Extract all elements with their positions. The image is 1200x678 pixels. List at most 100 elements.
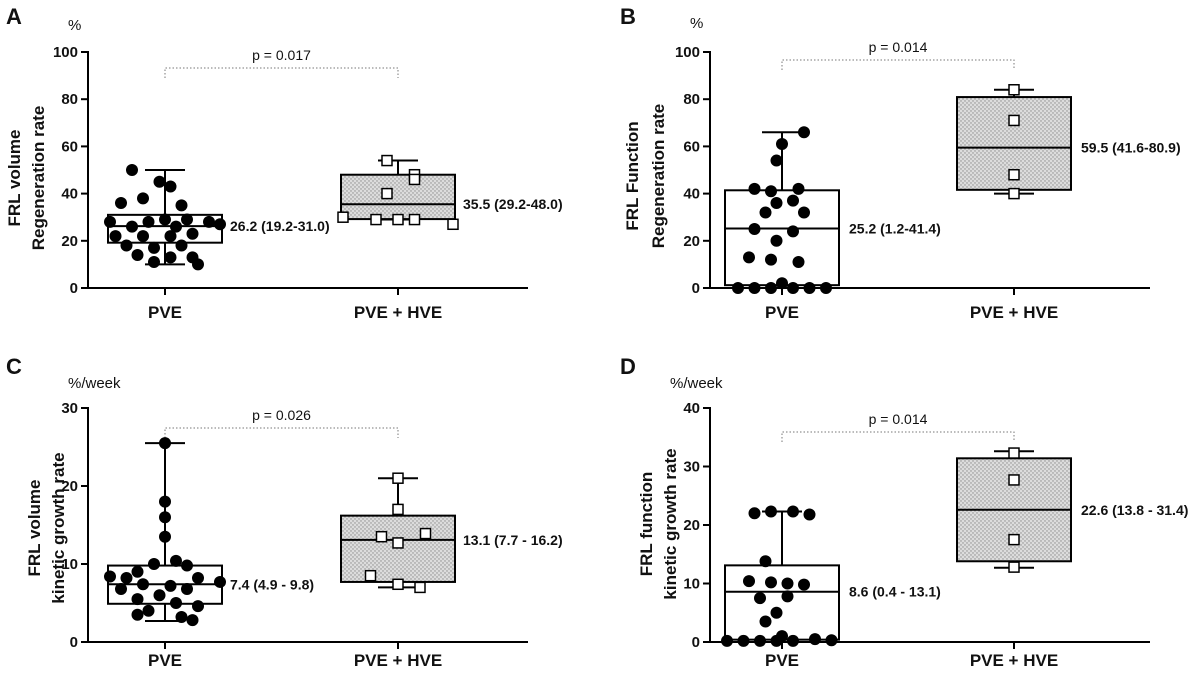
data-point: [148, 241, 160, 254]
data-point: [164, 230, 177, 243]
data-point: [203, 215, 215, 228]
y-tick-label: 10: [61, 556, 78, 573]
data-point: [159, 495, 171, 508]
data-point: [765, 576, 777, 589]
x-category-label: PVE: [765, 303, 799, 322]
y-tick-label: 0: [692, 634, 700, 651]
y-tick-label: 80: [683, 91, 700, 108]
data-point: [759, 615, 772, 628]
data-point: [1008, 168, 1020, 181]
data-point: [192, 258, 204, 271]
data-point: [743, 575, 755, 588]
data-point: [787, 634, 799, 647]
data-point: [148, 558, 160, 570]
panel-letter: B: [620, 4, 636, 29]
data-point: [787, 225, 799, 238]
data-point: [721, 634, 733, 647]
data-point: [737, 634, 750, 647]
significance-bracket: [781, 431, 1015, 442]
data-point: [414, 581, 426, 594]
data-point: [820, 282, 832, 294]
data-point: [754, 634, 766, 647]
median-iqr-annotation: 26.2 (19.2-31.0): [230, 218, 330, 234]
y-tick-label: 80: [61, 91, 78, 108]
median-iqr-annotation: 59.5 (41.6-80.9): [1081, 140, 1181, 156]
iqr-box: [724, 564, 840, 641]
y-tick-label: 10: [683, 576, 700, 593]
data-point: [109, 230, 122, 243]
median-iqr-annotation: 35.5 (29.2-48.0): [463, 196, 563, 212]
data-point: [115, 197, 127, 210]
data-point: [131, 565, 144, 578]
data-point: [131, 608, 144, 621]
data-point: [126, 220, 138, 233]
y-tick-label: 0: [70, 634, 78, 651]
significance-bracket: [164, 427, 399, 438]
data-point: [164, 579, 177, 592]
median-iqr-annotation: 25.2 (1.2-41.4): [849, 221, 941, 237]
data-point: [214, 218, 226, 231]
data-point: [792, 256, 805, 269]
data-point: [175, 199, 188, 212]
significance-bracket: [781, 59, 1015, 70]
p-value-label: p = 0.026: [252, 407, 311, 423]
data-point: [175, 611, 188, 624]
y-tick-label: 20: [683, 233, 700, 250]
data-point: [1008, 187, 1020, 200]
panel-letter: D: [620, 354, 636, 379]
data-point: [104, 570, 116, 583]
y-axis-label-line-2: kinetic growth rate: [49, 452, 68, 603]
data-point: [770, 634, 783, 647]
y-tick-label: 100: [675, 44, 700, 61]
data-point: [408, 173, 421, 186]
data-point: [765, 505, 777, 518]
box-group-pve-hve: 35.5 (29.2-48.0): [337, 154, 563, 231]
data-point: [120, 239, 133, 252]
data-point: [392, 578, 404, 591]
data-point: [159, 511, 171, 524]
data-point: [186, 614, 199, 627]
data-point: [337, 211, 349, 223]
data-point: [1008, 533, 1020, 546]
data-point: [732, 282, 744, 294]
data-point: [170, 554, 182, 567]
data-point: [1008, 84, 1020, 96]
y-tick-label: 60: [683, 138, 700, 155]
data-point: [181, 559, 193, 572]
data-point: [787, 194, 799, 207]
data-point: [447, 218, 459, 231]
data-point: [159, 530, 171, 543]
data-point: [419, 527, 432, 540]
data-point: [787, 282, 799, 294]
panel-letter: C: [6, 354, 22, 379]
data-point: [776, 277, 788, 290]
data-point: [137, 230, 149, 243]
y-tick-label: 0: [692, 280, 700, 297]
p-value-label: p = 0.017: [252, 47, 311, 63]
data-point: [164, 180, 177, 193]
x-category-label: PVE + HVE: [354, 303, 442, 322]
data-point: [770, 197, 783, 210]
data-point: [748, 282, 761, 294]
data-point: [142, 604, 155, 617]
p-value-label: p = 0.014: [869, 411, 928, 427]
data-point: [137, 192, 149, 205]
y-axis-label-line-1: FRL volume: [5, 130, 24, 227]
x-category-label: PVE + HVE: [354, 651, 442, 670]
data-point: [392, 537, 404, 549]
data-point: [776, 138, 788, 151]
box-group-pve: 7.4 (4.9 - 9.8): [104, 437, 314, 627]
data-point: [748, 507, 761, 520]
box-group-pve: 25.2 (1.2-41.4): [724, 126, 941, 294]
data-point: [798, 206, 810, 219]
data-point: [159, 213, 171, 226]
data-point: [759, 206, 772, 219]
data-point: [770, 606, 783, 619]
median-iqr-annotation: 22.6 (13.8 - 31.4): [1081, 502, 1188, 518]
data-point: [131, 248, 144, 261]
data-point: [137, 578, 149, 591]
x-category-label: PVE: [148, 303, 182, 322]
data-point: [1008, 447, 1020, 459]
data-point: [1008, 474, 1020, 486]
